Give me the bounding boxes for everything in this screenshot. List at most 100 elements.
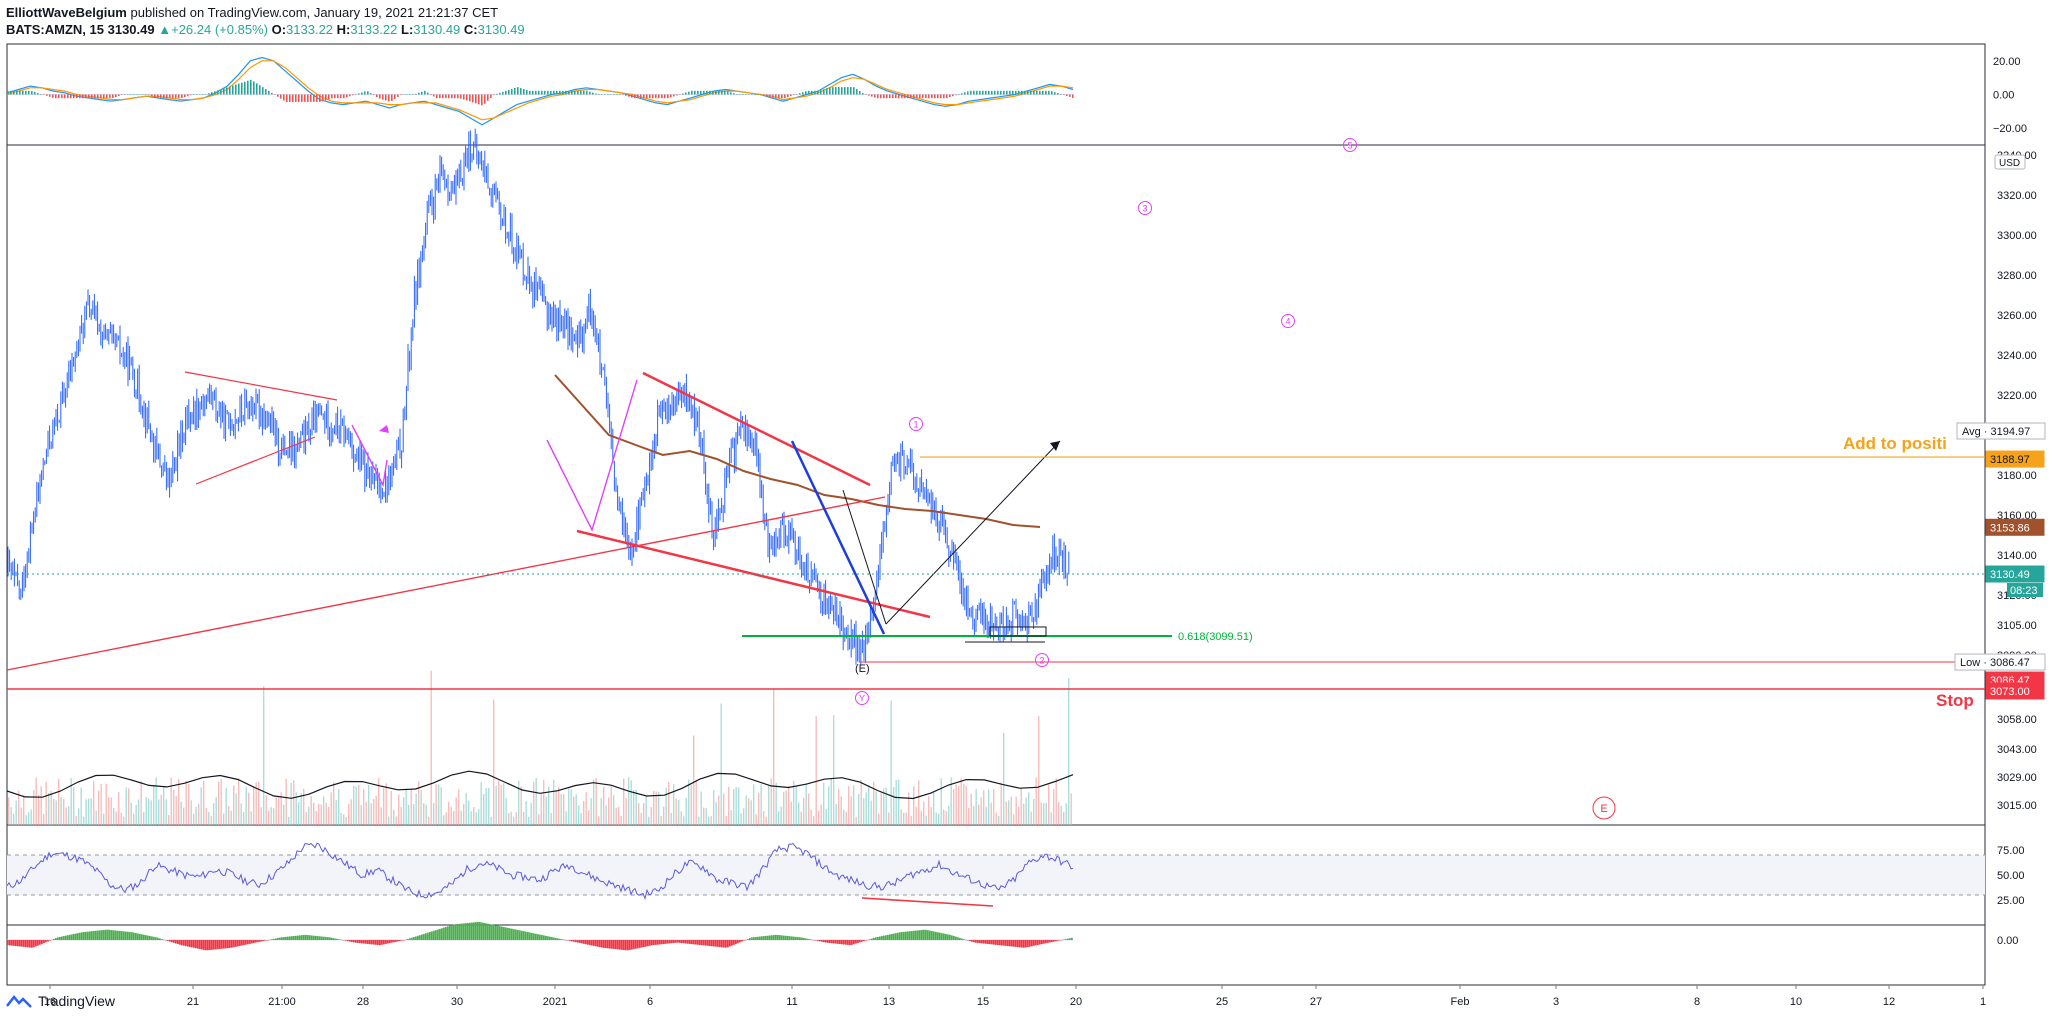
momentum-bar: [341, 939, 343, 941]
momentum-bar: [47, 940, 49, 942]
volume-bar: [603, 786, 605, 825]
momentum-bar: [493, 924, 495, 940]
volume-bar: [615, 807, 617, 825]
volume-bar: [958, 786, 960, 825]
last-price-tag: 3130.49: [1990, 569, 2030, 581]
momentum-bar: [781, 935, 783, 940]
volume-bar: [375, 796, 377, 825]
momentum-bar: [175, 940, 177, 944]
macd-histogram-bar: [775, 94, 777, 99]
momentum-bar: [567, 940, 569, 941]
momentum-bar: [211, 940, 213, 950]
volume-bar: [195, 806, 197, 825]
momentum-bar: [1011, 940, 1013, 947]
momentum-bar: [579, 940, 581, 943]
volume-bar: [405, 788, 407, 825]
macd-histogram-bar: [466, 94, 468, 101]
volume-bar: [753, 784, 755, 825]
volume-bar: [583, 800, 585, 825]
momentum-bar: [133, 932, 135, 940]
volume-bar: [1000, 782, 1002, 825]
volume-bar: [433, 803, 435, 825]
macd-histogram-bar: [259, 85, 261, 95]
volume-bar: [48, 792, 50, 825]
momentum-bar: [23, 940, 25, 947]
macd-histogram-bar: [73, 94, 75, 99]
macd-histogram-bar: [931, 94, 933, 99]
volume-bar: [205, 808, 207, 825]
macd-histogram-bar: [511, 88, 513, 95]
momentum-bar: [25, 940, 27, 948]
volume-bar: [345, 816, 347, 825]
momentum-bar: [209, 940, 211, 951]
momentum-bar: [1039, 940, 1041, 945]
momentum-bar: [963, 939, 965, 940]
volume-bar: [225, 788, 227, 825]
volume-bar: [98, 790, 100, 825]
momentum-bar: [157, 937, 159, 940]
momentum-bar: [31, 940, 33, 948]
macd-histogram-bar: [592, 92, 594, 95]
momentum-bar: [215, 940, 217, 950]
volume-bar: [960, 778, 962, 825]
momentum-bar: [517, 929, 519, 940]
momentum-bar: [975, 940, 977, 943]
macd-tick-label: −20.00: [1993, 123, 2027, 135]
macd-histogram-bar: [40, 93, 42, 95]
momentum-bar: [87, 931, 89, 940]
macd-histogram-bar: [598, 94, 600, 95]
volume-bar: [398, 794, 400, 825]
macd-histogram-bar: [337, 94, 339, 99]
wave-4-marker-label: 4: [1285, 317, 1290, 327]
publisher-name[interactable]: ElliottWaveBelgium: [6, 5, 127, 20]
macd-histogram-bar: [1021, 90, 1023, 95]
macd-histogram-bar: [688, 91, 690, 95]
macd-histogram-bar: [232, 85, 234, 95]
volume-bar: [418, 781, 420, 825]
momentum-bar: [363, 940, 365, 944]
x-tick-label: 21: [187, 996, 199, 1008]
volume-bar: [863, 798, 865, 825]
momentum-bar: [877, 936, 879, 940]
macd-histogram-bar: [850, 87, 852, 95]
macd-histogram-bar: [793, 94, 795, 96]
momentum-bar: [171, 940, 173, 943]
macd-histogram-bar: [367, 91, 369, 95]
momentum-bar: [39, 940, 41, 945]
macd-histogram-bar: [202, 94, 204, 95]
volume-bar: [1018, 806, 1020, 825]
momentum-bar: [33, 940, 35, 948]
symbol-label[interactable]: BATS:AMZN, 15: [6, 22, 104, 37]
macd-histogram-bar: [64, 94, 66, 99]
momentum-bar: [537, 934, 539, 940]
momentum-bar: [1035, 940, 1037, 946]
macd-histogram-bar: [643, 94, 645, 99]
macd-series-line: [6, 56, 1074, 126]
macd-histogram-bar: [88, 94, 90, 99]
volume-bar: [793, 780, 795, 825]
momentum-bar: [457, 924, 459, 940]
momentum-bar: [735, 940, 737, 944]
macd-histogram-bar: [151, 94, 153, 97]
macd-histogram-bar: [181, 94, 183, 99]
avg-tag-label: Avg · 3194.97: [1962, 426, 2030, 438]
open-value: 3133.22: [286, 22, 334, 37]
volume-bar: [653, 790, 655, 825]
momentum-bar: [107, 929, 109, 940]
volume-bar: [640, 812, 642, 825]
momentum-bar: [433, 930, 435, 940]
momentum-bar: [863, 940, 865, 942]
momentum-bar: [173, 940, 175, 943]
momentum-bar: [189, 940, 191, 947]
momentum-bar: [299, 935, 301, 940]
momentum-bar: [515, 929, 517, 940]
volume-bar: [420, 790, 422, 825]
momentum-bar: [647, 940, 649, 947]
macd-histogram-bar: [985, 90, 987, 95]
volume-bar: [668, 781, 670, 825]
volume-bar: [540, 793, 542, 825]
volume-bar: [238, 778, 240, 825]
tradingview-branding[interactable]: TradingView: [6, 993, 115, 1009]
macd-histogram-bar: [700, 90, 702, 95]
